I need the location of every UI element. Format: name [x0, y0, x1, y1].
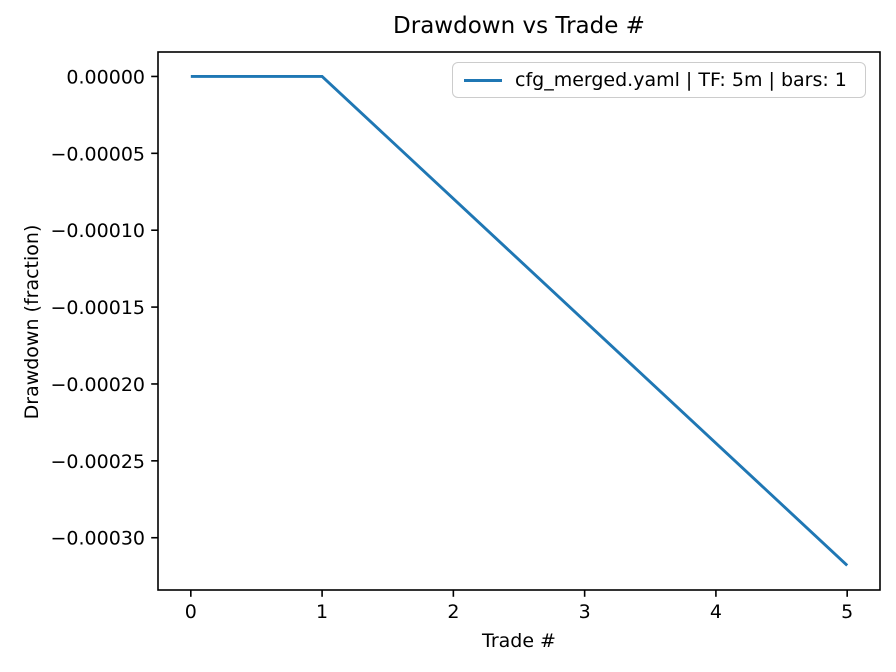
- svg-text:−0.00025: −0.00025: [51, 451, 146, 473]
- svg-text:4: 4: [710, 601, 722, 623]
- svg-text:2: 2: [447, 601, 459, 623]
- plot-area: 0 1 2 3 4 5 0.00000 −0.00005 −0.00010 −0.00015 −0.…: [51, 51, 881, 623]
- svg-text:−0.00005: −0.00005: [51, 143, 146, 165]
- svg-text:−0.00030: −0.00030: [51, 528, 146, 550]
- svg-text:0: 0: [185, 601, 197, 623]
- legend: cfg_merged.yaml | TF: 5m | bars: 1: [452, 62, 866, 98]
- svg-text:1: 1: [316, 601, 328, 623]
- svg-text:0.00000: 0.00000: [66, 66, 145, 88]
- x-axis-ticks: 0 1 2 3 4 5: [185, 590, 853, 623]
- legend-label: cfg_merged.yaml | TF: 5m | bars: 1: [515, 69, 847, 91]
- svg-text:−0.00015: −0.00015: [51, 297, 146, 319]
- svg-text:−0.00010: −0.00010: [51, 220, 146, 242]
- y-axis-label: Drawdown (fraction): [21, 225, 43, 420]
- svg-text:3: 3: [579, 601, 591, 623]
- legend-line-swatch: [464, 78, 502, 82]
- svg-text:5: 5: [841, 601, 853, 623]
- axes-spines: [157, 51, 881, 591]
- y-axis-ticks: 0.00000 −0.00005 −0.00010 −0.00015 −0.00020 −…: [51, 66, 158, 550]
- drawdown-line: [190, 74, 849, 567]
- chart-title: Drawdown vs Trade #: [393, 13, 645, 39]
- svg-text:−0.00020: −0.00020: [51, 374, 146, 396]
- x-axis-label: Trade #: [481, 630, 556, 652]
